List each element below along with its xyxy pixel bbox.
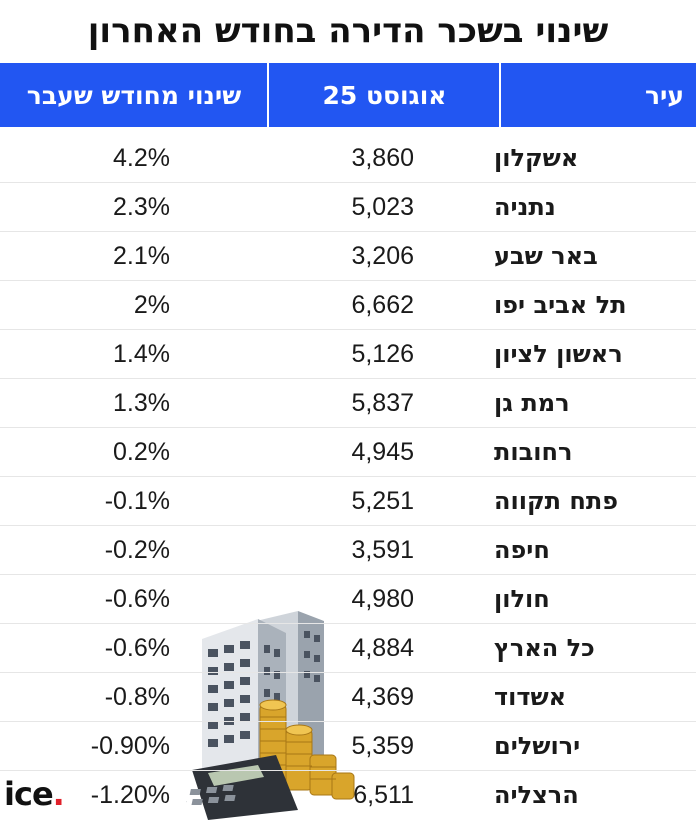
city-cell: הרצליה: [494, 781, 579, 809]
table-row: פתח תקווה 5,251 -0.1%: [0, 477, 696, 526]
ice-logo: ice.: [4, 775, 65, 815]
city-cell: ראשון לציון: [494, 340, 623, 368]
august-value-cell: 6,511: [353, 780, 414, 809]
change-value-cell: -1.20%: [90, 780, 170, 809]
city-cell: נתניה: [494, 193, 556, 221]
august-value-cell: 4,945: [351, 437, 414, 466]
table-row: רחובות 4,945 0.2%: [0, 428, 696, 477]
change-value-cell: 0.2%: [113, 437, 170, 466]
august-value-cell: 5,251: [351, 486, 414, 515]
chart-title: שינוי בשכר הדירה בחודש האחרון: [87, 11, 609, 51]
city-cell: חיפה: [494, 536, 550, 564]
logo-dot: .: [52, 775, 65, 813]
change-value-cell: 4.2%: [113, 143, 170, 172]
building-coins-calculator-icon: [186, 611, 355, 820]
table-body: אשקלון 3,860 4.2% נתניה 5,023 2.3% באר שבע 3,20…: [0, 134, 696, 820]
city-cell: אשדוד: [494, 683, 567, 711]
header-city: עיר: [644, 80, 684, 110]
change-value-cell: -0.6%: [104, 584, 170, 613]
table-row: חיפה 3,591 -0.2%: [0, 526, 696, 575]
city-cell: רחובות: [494, 438, 573, 466]
city-cell: אשקלון: [494, 144, 579, 172]
august-value-cell: 5,837: [351, 388, 414, 417]
table-header: עיר אוגוסט 25 שינוי מחודש שעבר: [0, 63, 696, 127]
change-value-cell: 2.1%: [113, 241, 170, 270]
august-value-cell: 3,860: [351, 143, 414, 172]
city-cell: כל הארץ: [494, 634, 595, 662]
august-value-cell: 4,884: [351, 633, 414, 662]
table-row: רמת גן 5,837 1.3%: [0, 379, 696, 428]
august-value-cell: 5,023: [351, 192, 414, 221]
change-value-cell: -0.90%: [90, 731, 170, 760]
table-row: כל הארץ 4,884 -0.6%: [0, 624, 696, 673]
table-row: אשדוד 4,369 -0.8%: [0, 673, 696, 722]
august-value-cell: 5,126: [351, 339, 414, 368]
city-cell: תל אביב יפו: [494, 291, 627, 319]
table-row: באר שבע 3,206 2.1%: [0, 232, 696, 281]
change-value-cell: 2.3%: [113, 192, 170, 221]
august-value-cell: 4,980: [351, 584, 414, 613]
change-value-cell: 1.3%: [113, 388, 170, 417]
header-change: שינוי מחודש שעבר: [26, 80, 242, 110]
change-value-cell: -0.6%: [104, 633, 170, 662]
header-august: אוגוסט 25: [322, 80, 447, 110]
change-value-cell: -0.1%: [104, 486, 170, 515]
change-value-cell: -0.2%: [104, 535, 170, 564]
august-value-cell: 4,369: [351, 682, 414, 711]
table-row: חולון 4,980 -0.6%: [0, 575, 696, 624]
table-row: נתניה 5,023 2.3%: [0, 183, 696, 232]
august-value-cell: 3,206: [351, 241, 414, 270]
table-row: ראשון לציון 5,126 1.4%: [0, 330, 696, 379]
august-value-cell: 5,359: [351, 731, 414, 760]
august-value-cell: 3,591: [351, 535, 414, 564]
city-cell: חולון: [494, 585, 550, 613]
city-cell: רמת גן: [494, 389, 570, 417]
table-row: אשקלון 3,860 4.2%: [0, 134, 696, 183]
table-row: תל אביב יפו 6,662 2%: [0, 281, 696, 330]
august-value-cell: 6,662: [351, 290, 414, 319]
logo-text: ice: [4, 775, 54, 813]
header-separator: [267, 63, 269, 127]
city-cell: פתח תקווה: [494, 487, 619, 515]
table-row: ירושלים 5,359 -0.90%: [0, 722, 696, 771]
change-value-cell: 2%: [133, 290, 170, 319]
change-value-cell: -0.8%: [104, 682, 170, 711]
city-cell: ירושלים: [494, 732, 581, 760]
change-value-cell: 1.4%: [113, 339, 170, 368]
header-separator: [499, 63, 501, 127]
city-cell: באר שבע: [494, 242, 598, 270]
table-row: הרצליה 6,511 -1.20%: [0, 771, 696, 820]
